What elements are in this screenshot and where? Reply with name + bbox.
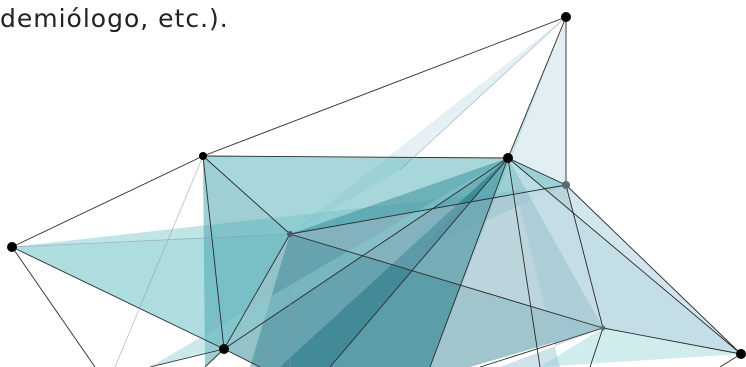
caption-text: demiólogo, etc.). <box>0 4 229 33</box>
edge <box>11 155 204 248</box>
polygon-fill <box>540 328 741 367</box>
edge <box>202 155 509 159</box>
polygon-fill <box>250 234 603 367</box>
edge <box>565 184 742 355</box>
edge <box>399 16 567 171</box>
network-node <box>219 344 229 354</box>
edge <box>565 184 604 329</box>
edge <box>202 155 225 350</box>
network-node <box>7 242 17 252</box>
edge <box>223 157 509 350</box>
polygon-fill <box>280 158 508 367</box>
edge <box>507 16 567 159</box>
edge <box>223 348 261 367</box>
polygon-fill <box>500 158 603 367</box>
network-node <box>561 12 571 22</box>
edge <box>602 327 742 355</box>
polygon-fill <box>224 158 508 367</box>
network-node <box>736 349 746 359</box>
network-node <box>287 231 293 237</box>
edge <box>289 233 604 329</box>
polygon-fill <box>150 158 508 367</box>
network-node <box>562 181 570 189</box>
edge <box>289 184 567 235</box>
network-node <box>503 153 513 163</box>
edge <box>429 157 509 367</box>
network-node <box>600 325 606 331</box>
network-edges <box>11 16 742 367</box>
edge <box>202 16 567 157</box>
edge <box>202 155 291 235</box>
polygon-fills <box>12 17 741 367</box>
edge <box>507 157 567 186</box>
polygon-fill <box>203 156 290 367</box>
network-nodes <box>7 12 746 359</box>
edge <box>589 327 604 367</box>
edge <box>479 327 604 367</box>
edge <box>223 233 291 350</box>
edge <box>11 246 96 367</box>
edge <box>507 157 742 355</box>
network-node <box>199 152 207 160</box>
edge <box>11 233 291 248</box>
network-edges-light <box>11 16 567 367</box>
edge <box>329 157 509 367</box>
edge <box>149 348 225 367</box>
edge <box>507 157 541 367</box>
edge <box>114 155 204 367</box>
edge <box>11 246 225 350</box>
